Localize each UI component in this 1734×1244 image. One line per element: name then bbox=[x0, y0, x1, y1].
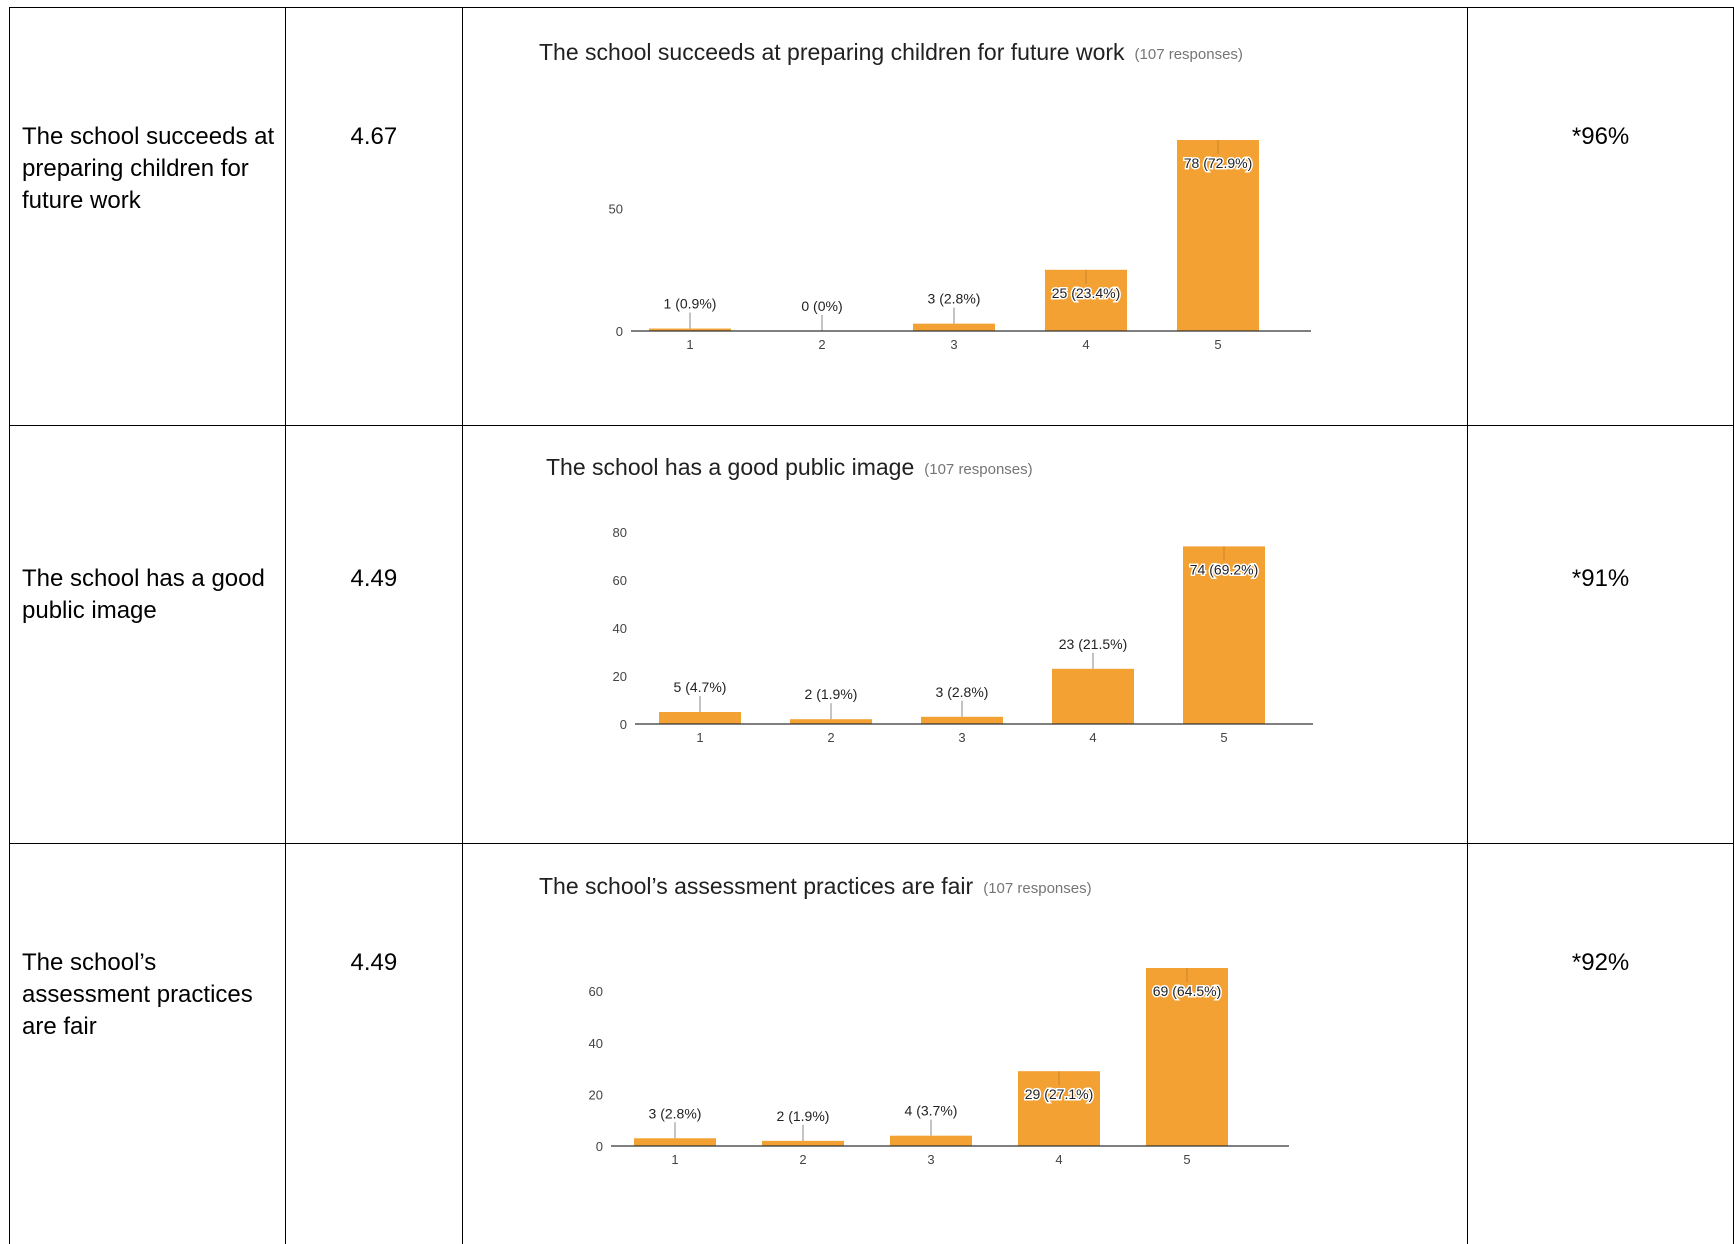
bar-chart: The school has a good public image (107 r… bbox=[546, 454, 1313, 745]
average-cell: 4.49 bbox=[284, 425, 463, 844]
bar bbox=[789, 719, 872, 724]
bar bbox=[761, 1140, 844, 1146]
question-text: The school has a good public image bbox=[22, 565, 265, 624]
x-tick-label: 4 bbox=[1055, 1152, 1062, 1167]
data-label: 78 (72.9%) bbox=[1184, 155, 1252, 171]
data-label: 23 (21.5%) bbox=[1059, 636, 1127, 652]
data-label: 25 (23.4%) bbox=[1052, 285, 1120, 301]
question-text: The school’s assessment practices are fa… bbox=[22, 949, 253, 1040]
question-text: The school succeeds at preparing childre… bbox=[22, 123, 275, 214]
percent-cell: *91% bbox=[1467, 425, 1734, 844]
data-label: 2 (1.9%) bbox=[776, 1108, 829, 1124]
x-tick-label: 1 bbox=[671, 1152, 678, 1167]
y-tick-label: 50 bbox=[608, 202, 622, 217]
table-row: The school has a good public image 4.49 … bbox=[9, 425, 1734, 844]
bar bbox=[1051, 668, 1134, 724]
agree-percent: *96% bbox=[1571, 123, 1630, 150]
x-tick-label: 4 bbox=[1089, 730, 1096, 745]
y-tick-label: 80 bbox=[612, 525, 626, 540]
x-tick-label: 1 bbox=[686, 337, 693, 352]
data-label: 5 (4.7%) bbox=[673, 679, 726, 695]
chart-cell: The school has a good public image (107 r… bbox=[461, 425, 1469, 844]
y-tick-label: 0 bbox=[620, 717, 627, 732]
x-tick-label: 5 bbox=[1183, 1152, 1190, 1167]
table-row: The school succeeds at preparing childre… bbox=[9, 7, 1734, 426]
chart-title: The school has a good public image bbox=[546, 454, 914, 480]
y-tick-label: 40 bbox=[588, 1036, 602, 1051]
data-label: 3 (2.8%) bbox=[648, 1105, 701, 1121]
data-label: 4 (3.7%) bbox=[904, 1103, 957, 1119]
agree-percent: *92% bbox=[1571, 949, 1630, 976]
x-tick-label: 1 bbox=[696, 730, 703, 745]
question-cell: The school’s assessment practices are fa… bbox=[9, 843, 286, 1244]
y-tick-label: 20 bbox=[588, 1087, 602, 1102]
data-label: 0 (0%) bbox=[801, 298, 842, 314]
data-label: 69 (64.5%) bbox=[1153, 983, 1221, 999]
bar bbox=[633, 1138, 716, 1146]
y-tick-label: 60 bbox=[612, 573, 626, 588]
data-label: 3 (2.8%) bbox=[935, 684, 988, 700]
y-tick-label: 0 bbox=[616, 324, 623, 339]
bar bbox=[912, 323, 995, 331]
responses-count: (107 responses) bbox=[924, 461, 1032, 478]
data-label: 3 (2.8%) bbox=[927, 291, 980, 307]
x-tick-label: 3 bbox=[950, 337, 957, 352]
y-tick-label: 60 bbox=[588, 984, 602, 999]
x-tick-label: 2 bbox=[818, 337, 825, 352]
data-label: 29 (27.1%) bbox=[1025, 1086, 1093, 1102]
bar bbox=[1176, 140, 1259, 331]
x-tick-label: 3 bbox=[927, 1152, 934, 1167]
data-label: 1 (0.9%) bbox=[663, 296, 716, 312]
x-tick-label: 2 bbox=[799, 1152, 806, 1167]
responses-count: (107 responses) bbox=[983, 880, 1091, 897]
bar bbox=[1145, 968, 1228, 1146]
bar bbox=[1182, 546, 1265, 724]
bar-chart: The school’s assessment practices are fa… bbox=[539, 873, 1289, 1167]
responses-count: (107 responses) bbox=[1134, 46, 1242, 63]
chart-title: The school’s assessment practices are fa… bbox=[539, 873, 974, 899]
agree-percent: *91% bbox=[1571, 565, 1630, 592]
y-tick-label: 20 bbox=[612, 669, 626, 684]
percent-cell: *96% bbox=[1467, 7, 1734, 426]
x-tick-label: 5 bbox=[1214, 337, 1221, 352]
question-cell: The school succeeds at preparing childre… bbox=[9, 7, 286, 426]
survey-results-table: The school succeeds at preparing childre… bbox=[9, 7, 1734, 1244]
chart-title: The school succeeds at preparing childre… bbox=[539, 39, 1125, 65]
data-label: 2 (1.9%) bbox=[804, 686, 857, 702]
x-tick-label: 4 bbox=[1082, 337, 1089, 352]
average-score: 4.49 bbox=[350, 949, 398, 976]
bar bbox=[658, 712, 741, 724]
x-tick-label: 5 bbox=[1220, 730, 1227, 745]
percent-cell: *92% bbox=[1467, 843, 1734, 1244]
y-tick-label: 40 bbox=[612, 621, 626, 636]
question-cell: The school has a good public image bbox=[9, 425, 286, 844]
bar bbox=[889, 1135, 972, 1146]
average-cell: 4.67 bbox=[284, 7, 463, 426]
bar bbox=[920, 716, 1003, 724]
data-label: 74 (69.2%) bbox=[1190, 561, 1258, 577]
average-score: 4.67 bbox=[350, 123, 398, 150]
y-tick-label: 0 bbox=[596, 1139, 603, 1154]
bar bbox=[648, 328, 731, 331]
table-row: The school’s assessment practices are fa… bbox=[9, 843, 1734, 1244]
average-score: 4.49 bbox=[350, 565, 398, 592]
chart-cell: The school succeeds at preparing childre… bbox=[461, 7, 1469, 426]
bar-chart: The school succeeds at preparing childre… bbox=[539, 39, 1311, 352]
x-tick-label: 2 bbox=[827, 730, 834, 745]
chart-cell: The school’s assessment practices are fa… bbox=[461, 843, 1469, 1244]
x-tick-label: 3 bbox=[958, 730, 965, 745]
average-cell: 4.49 bbox=[284, 843, 463, 1244]
